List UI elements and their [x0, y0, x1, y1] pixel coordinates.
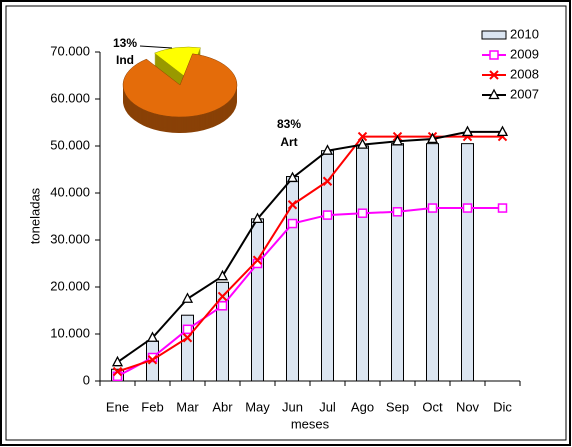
point — [391, 134, 404, 146]
y-tick-label: 50.000 — [50, 137, 90, 152]
series-line — [117, 207, 503, 378]
point — [217, 301, 228, 311]
x-tick-label: Ago — [351, 399, 374, 414]
point — [251, 212, 264, 223]
point — [427, 203, 438, 213]
point — [462, 203, 473, 213]
legend-label: 2010 — [510, 26, 539, 41]
legend-marker — [488, 88, 500, 100]
point — [182, 333, 193, 343]
pie-value-label: 13% — [113, 36, 137, 50]
point — [322, 210, 333, 220]
legend-swatch — [481, 30, 507, 40]
y-tick-label: 20.000 — [50, 278, 90, 293]
x-tick-label: Sep — [386, 399, 409, 414]
point — [217, 291, 228, 302]
point — [287, 218, 298, 229]
y-tick-label: 10.000 — [50, 325, 90, 340]
pie-category-label: Art — [280, 135, 297, 149]
inner-frame — [5, 5, 567, 441]
point — [216, 269, 229, 281]
x-tick-label: May — [245, 399, 270, 414]
bar — [356, 145, 369, 382]
legend-marker — [489, 50, 499, 60]
legend-label: 2007 — [510, 86, 539, 101]
legend-label: 2008 — [510, 66, 539, 81]
point — [461, 125, 474, 137]
y-tick-label: 40.000 — [50, 184, 90, 199]
point — [357, 131, 368, 142]
x-tick-label: Jun — [282, 399, 303, 414]
x-tick-label: Ene — [106, 399, 129, 414]
series-line — [116, 130, 503, 364]
y-tick-label: 60.000 — [50, 90, 90, 105]
legend-marker — [489, 70, 499, 80]
point — [497, 203, 508, 213]
y-tick-label: 70.000 — [50, 43, 90, 58]
x-tick-label: Feb — [141, 399, 163, 414]
y-axis-title: toneladas — [27, 187, 42, 244]
point — [356, 138, 369, 149]
x-tick-label: Mar — [176, 399, 199, 414]
bar — [461, 143, 474, 382]
pie-category-label: Ind — [116, 53, 134, 67]
point — [252, 255, 263, 265]
pie-slice — [122, 53, 238, 118]
x-tick-label: Nov — [456, 399, 480, 414]
point — [426, 132, 439, 144]
x-tick-label: Dic — [493, 399, 512, 414]
legend-label: 2009 — [510, 46, 539, 61]
x-tick-label: Jul — [319, 399, 336, 414]
point — [286, 171, 299, 183]
point — [357, 208, 368, 218]
point — [322, 176, 333, 186]
point — [181, 292, 194, 303]
bar — [391, 143, 404, 382]
y-tick-label: 30.000 — [50, 231, 90, 246]
bar — [426, 143, 439, 382]
point — [182, 324, 193, 335]
x-tick-label: Oct — [422, 399, 443, 414]
point — [496, 125, 509, 137]
point — [321, 144, 334, 155]
point — [147, 355, 158, 365]
point — [111, 355, 124, 367]
point — [392, 207, 403, 217]
x-axis-title: meses — [291, 416, 330, 431]
point — [146, 331, 159, 342]
x-tick-label: Abr — [212, 399, 233, 414]
bar — [251, 218, 264, 382]
point — [287, 200, 298, 210]
series-line — [117, 135, 503, 373]
y-tick-label: 0 — [83, 372, 90, 387]
pie-value-label: 83% — [277, 117, 301, 131]
point — [112, 366, 123, 377]
pie-leader — [139, 45, 173, 49]
bar — [286, 176, 299, 382]
